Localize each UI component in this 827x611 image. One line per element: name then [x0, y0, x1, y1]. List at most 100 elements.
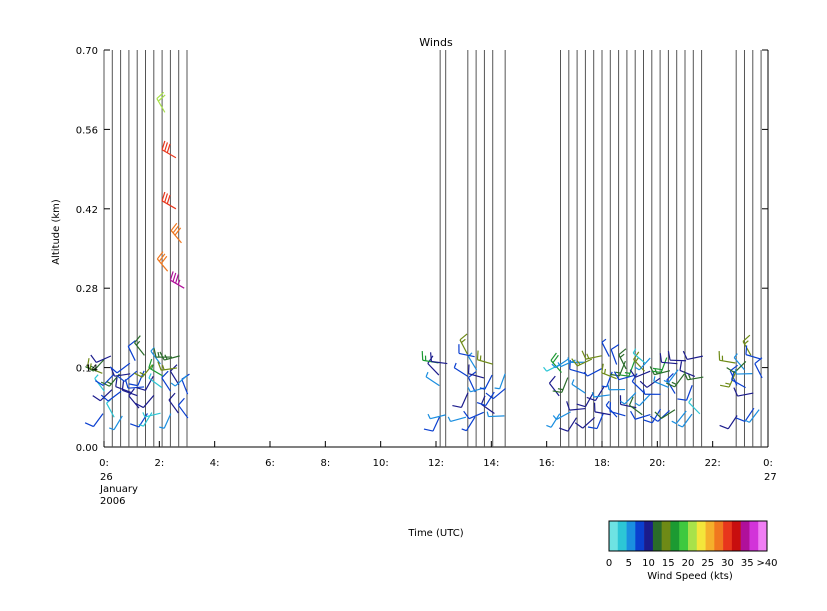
barb-feather	[651, 370, 662, 374]
barb-feather	[459, 333, 468, 341]
barb-feather	[452, 404, 462, 408]
y-tick-label: 0.00	[76, 443, 98, 454]
low-wind-barb	[128, 388, 140, 409]
low-wind-barb	[677, 413, 693, 428]
barb-staff	[161, 377, 172, 392]
colorbar-tick-label: 10	[642, 558, 655, 569]
x-tick-label: 22:	[705, 458, 721, 469]
low-wind-barb	[659, 353, 678, 365]
low-wind-barb	[744, 409, 760, 423]
barb-staff	[587, 368, 602, 377]
barb-feather	[168, 392, 176, 401]
barb-feather	[158, 253, 166, 262]
barb-feather	[128, 388, 135, 397]
barb-feather	[84, 422, 94, 428]
wind-speed-colorbar: 0 5 10 15 20 25 30 35 >40	[606, 520, 778, 569]
barb-feather	[667, 351, 671, 361]
barb-feather	[92, 395, 101, 402]
low-wind-barb	[581, 350, 602, 360]
barb-staff	[488, 415, 505, 418]
low-wind-barb	[425, 371, 440, 387]
colorbar-swatch	[644, 521, 654, 551]
colorbar-tick-label: 0	[606, 558, 612, 569]
colorbar-tick-label: >40	[756, 558, 777, 569]
barb-feather	[666, 373, 674, 381]
barb-half-feather	[671, 420, 677, 425]
barb-staff	[584, 392, 594, 407]
low-wind-barb	[651, 357, 668, 374]
barb-staff	[467, 377, 476, 393]
low-wind-barb	[677, 385, 693, 401]
x-axis-label: Time (UTC)	[407, 528, 463, 539]
low-wind-barb	[133, 364, 153, 378]
barb-staff	[754, 363, 763, 379]
barb-feather	[115, 377, 118, 387]
barb-feather	[157, 361, 162, 371]
barb-feather	[480, 395, 486, 405]
barb-feather	[160, 255, 168, 264]
colorbar-swatch	[696, 521, 706, 551]
barb-half-feather	[135, 340, 141, 346]
barb-half-feather	[663, 379, 669, 384]
barb-feather	[643, 419, 653, 424]
barb-half-feather	[688, 397, 693, 403]
barb-staff	[460, 392, 469, 408]
low-wind-barb	[601, 363, 617, 380]
barb-half-feather	[744, 340, 749, 345]
low-wind-barb	[571, 379, 586, 394]
low-wind-barb	[634, 357, 651, 371]
y-axis-ticks: 0.00 0.14 0.28 0.42 0.56 0.70	[76, 46, 768, 454]
low-wind-barb	[559, 417, 578, 432]
barb-half-feather	[557, 362, 562, 367]
low-wind-barb	[593, 402, 611, 416]
barb-feather	[652, 367, 663, 371]
barb-staff	[661, 361, 678, 365]
barb-staff	[128, 386, 145, 389]
low-wind-barb	[479, 374, 493, 390]
barb-staff	[727, 415, 738, 430]
barb-staff	[675, 410, 687, 424]
barb-half-feather	[615, 371, 621, 374]
barb-staff	[99, 389, 113, 402]
barb-feather	[170, 222, 178, 231]
barb-feather	[148, 358, 153, 368]
barb-staff	[610, 349, 618, 365]
x-tick-label: 2:	[154, 458, 164, 469]
low-wind-barb	[85, 358, 105, 372]
barb-staff	[116, 362, 131, 374]
colorbar-swatch	[705, 521, 715, 551]
barb-half-feather	[557, 388, 564, 391]
low-wind-barb	[170, 374, 188, 387]
low-wind-barb	[610, 343, 620, 365]
barb-half-feather	[177, 279, 181, 285]
barb-feather	[476, 401, 486, 407]
wind-barb	[161, 191, 177, 210]
low-wind-barb	[587, 413, 604, 430]
low-wind-barb	[639, 377, 661, 388]
barb-half-feather	[734, 368, 738, 375]
barb-feather	[156, 251, 164, 260]
low-wind-barb	[100, 390, 122, 402]
low-wind-barb	[115, 377, 131, 393]
barb-half-feather	[551, 363, 556, 369]
barb-staff	[638, 357, 651, 371]
barb-half-feather	[643, 389, 646, 395]
barb-staff	[124, 370, 138, 382]
low-wind-barb	[476, 350, 494, 365]
low-wind-barb	[631, 373, 645, 394]
barb-staff	[638, 393, 651, 407]
barb-half-feather	[576, 360, 581, 366]
barb-half-feather	[467, 386, 471, 393]
x-tick-sublabel: 26	[100, 472, 113, 483]
barb-staff	[181, 379, 189, 395]
low-wind-barb	[110, 367, 131, 377]
low-wind-barb	[619, 395, 637, 409]
low-wind-barb	[447, 416, 467, 423]
profile-time-lines	[103, 50, 762, 447]
x-tick-label: 0:	[763, 458, 773, 469]
low-wind-barb	[605, 400, 618, 418]
barb-staff	[745, 354, 762, 360]
barb-staff	[668, 369, 679, 383]
barb-feather	[169, 271, 174, 281]
